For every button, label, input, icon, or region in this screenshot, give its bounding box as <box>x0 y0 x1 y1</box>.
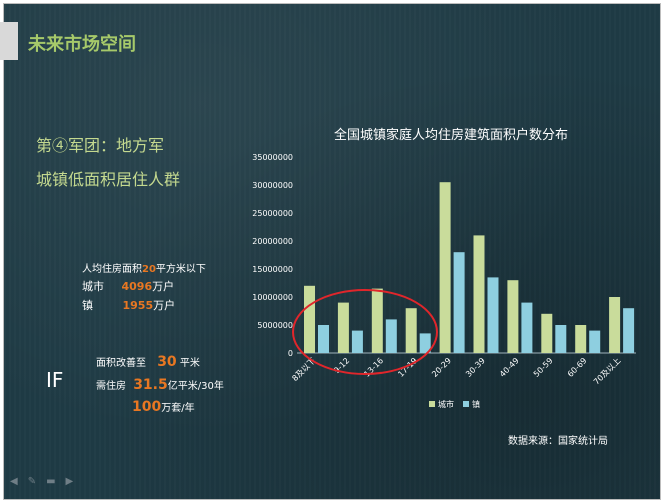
bar-town <box>318 325 329 353</box>
x-tick-label: 17-19 <box>396 356 419 379</box>
menu-icon[interactable]: ▬ <box>46 476 56 487</box>
if-area-prefix: 面积改善至 <box>96 358 146 369</box>
bar-town <box>419 333 431 353</box>
if-sets-unit: 万套/年 <box>161 403 195 414</box>
chart-title: 全国城镇家庭人均住房建筑面积户数分布 <box>334 127 568 143</box>
bar-town <box>385 319 397 353</box>
x-tick-label: 30-39 <box>464 356 487 379</box>
town-value: 1955 <box>122 299 154 312</box>
if-area-value: 30 <box>157 354 177 370</box>
data-source: 数据来源：国家统计局 <box>508 436 608 447</box>
legend-swatch <box>463 401 469 407</box>
city-unit: 万户 <box>152 280 175 293</box>
highlight-ellipse <box>292 289 438 375</box>
pen-icon[interactable]: ✎ <box>27 476 37 487</box>
town-households: 镇 1955万户 <box>82 297 175 313</box>
x-tick-label: 20-29 <box>430 356 453 379</box>
x-tick-label: 13-16 <box>362 356 385 379</box>
slideshow-controls[interactable]: ◀ ✎ ▬ ▶ <box>10 476 73 487</box>
bar-city <box>304 285 315 353</box>
if-area-line: 面积改善至 30 平米 <box>96 354 200 370</box>
bar-city <box>609 297 621 353</box>
town-unit: 万户 <box>153 299 176 312</box>
bar-city <box>507 280 519 353</box>
y-tick-label: 30000000 <box>252 181 293 190</box>
per-capita-line: 人均住房面积20平方米以下 <box>82 260 206 275</box>
if-area-unit: 平米 <box>179 358 200 369</box>
bar-town <box>555 325 567 353</box>
x-tick-label: 60-69 <box>566 356 589 379</box>
bar-town <box>351 330 363 353</box>
per-capita-prefix: 人均住房面积 <box>82 264 142 275</box>
y-tick-label: 25000000 <box>252 209 293 218</box>
bar-city <box>405 308 417 353</box>
legion-subheading: 城镇低面积居住人群 <box>36 170 181 189</box>
city-value: 4096 <box>121 280 153 293</box>
y-tick-label: 20000000 <box>252 237 293 246</box>
y-tick-label: 5000000 <box>257 321 293 330</box>
bar-town <box>521 302 533 353</box>
bar-city <box>575 325 587 353</box>
bar-town <box>589 330 601 353</box>
legend-label: 城市 <box>438 399 454 409</box>
if-need-unit: 亿平米/30年 <box>167 381 224 392</box>
previous-arrow-icon[interactable]: ◀ <box>10 476 18 487</box>
bar-city <box>541 313 553 353</box>
if-sets-value: 100 <box>132 399 162 415</box>
bar-town <box>623 308 635 353</box>
if-need-line: 需住房 31.5亿平米/30年 <box>96 377 224 393</box>
title-accent-bar <box>0 22 18 60</box>
y-tick-label: 35000000 <box>252 153 293 162</box>
bar-town <box>487 277 499 353</box>
city-label: 城市 <box>82 280 104 293</box>
slide-frame <box>3 3 661 500</box>
bar-city <box>439 182 451 353</box>
legend-swatch <box>429 401 435 407</box>
x-tick-label: 70及以上 <box>592 356 623 387</box>
y-tick-label: 0 <box>288 349 293 358</box>
next-arrow-icon[interactable]: ▶ <box>65 476 74 487</box>
bar-city <box>371 288 383 353</box>
slide-title: 未来市场空间 <box>28 34 136 55</box>
y-tick-label: 10000000 <box>252 293 293 302</box>
bar-town <box>453 252 465 353</box>
bar-city <box>473 235 485 353</box>
legend-label: 镇 <box>472 399 480 409</box>
per-capita-suffix: 平方米以下 <box>155 264 206 275</box>
x-tick-label: 40-49 <box>498 356 521 379</box>
background-texture <box>4 4 660 499</box>
legion-heading: 第④军团：地方军 <box>36 136 165 155</box>
if-need-value: 31.5 <box>133 377 168 393</box>
if-sets-line: 100万套/年 <box>132 399 195 415</box>
if-need-prefix: 需住房 <box>96 381 126 392</box>
bar-city <box>337 302 349 353</box>
y-tick-label: 15000000 <box>252 265 293 274</box>
if-label: IF <box>46 368 64 392</box>
per-capita-number: 20 <box>142 264 156 275</box>
town-label: 镇 <box>82 299 93 312</box>
x-tick-label: 50-59 <box>532 356 555 379</box>
city-households: 城市 4096万户 <box>82 278 174 294</box>
